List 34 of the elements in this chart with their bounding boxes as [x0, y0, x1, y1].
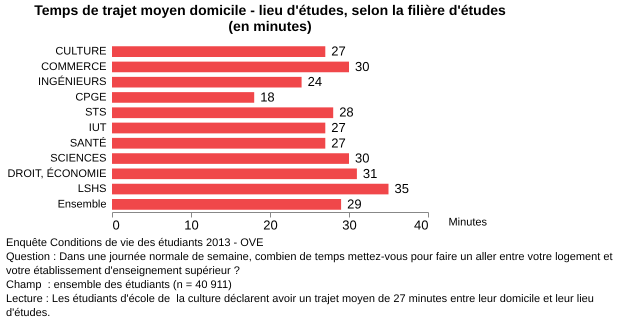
- y-tick-label: Ensemble: [58, 198, 106, 210]
- data-label: 27: [331, 120, 346, 135]
- y-tick-label: SCIENCES: [50, 152, 106, 165]
- data-label: 27: [331, 44, 346, 59]
- x-tick-label: 10: [184, 218, 199, 232]
- y-tick-label: CPGE: [75, 91, 106, 104]
- text: Champ : ensemble des étudiants (n = 40 911): [6, 278, 233, 292]
- y-tick-label: IUT: [88, 122, 107, 134]
- data-label: 35: [394, 181, 409, 196]
- text: Enquête Conditions de vie des étudiants 2013 - OVE: [6, 236, 264, 250]
- data-label: 31: [362, 166, 378, 181]
- data-label: 18: [260, 89, 275, 104]
- data-label: 28: [339, 104, 354, 120]
- x-tick-label: 30: [342, 218, 357, 232]
- x-tick-label: 40: [414, 218, 428, 232]
- text: Lecture : Les étudiants d'école de la culture déclarent avoir un trajet moyen de 27 minutes entre leur domicile et leur lieu d'études.: [6, 292, 595, 320]
- y-tick-label: LSHS: [78, 183, 106, 196]
- x-axis-title: Minutes: [448, 216, 488, 228]
- data-label: 27: [331, 135, 346, 150]
- data-label: 29: [347, 196, 362, 212]
- y-tick-label: STS: [85, 106, 106, 119]
- text: (en minutes): [228, 18, 312, 34]
- x-tick-label: 20: [263, 218, 278, 232]
- y-tick-label: CULTURE: [55, 46, 106, 58]
- y-tick-label: INGÉNIEURS: [38, 75, 106, 88]
- y-tick-label: SANTÉ: [70, 136, 106, 150]
- y-tick-label: DROIT, ÉCONOMIE: [7, 166, 106, 180]
- text: Temps de trajet moyen domicile - lieu d'études, selon la filière d'études: [34, 2, 506, 18]
- text: Question : Dans une journée normale de semaine, combien de temps mettez-vous pour faire un aller entre votre logement et votre établissement d'enseignement supérieur ?: [6, 250, 614, 278]
- data-label: 30: [355, 150, 370, 166]
- data-label: 30: [355, 58, 370, 74]
- y-tick-label: COMMERCE: [41, 60, 106, 73]
- data-label: 24: [308, 74, 322, 90]
- x-tick-label: 0: [112, 218, 120, 232]
